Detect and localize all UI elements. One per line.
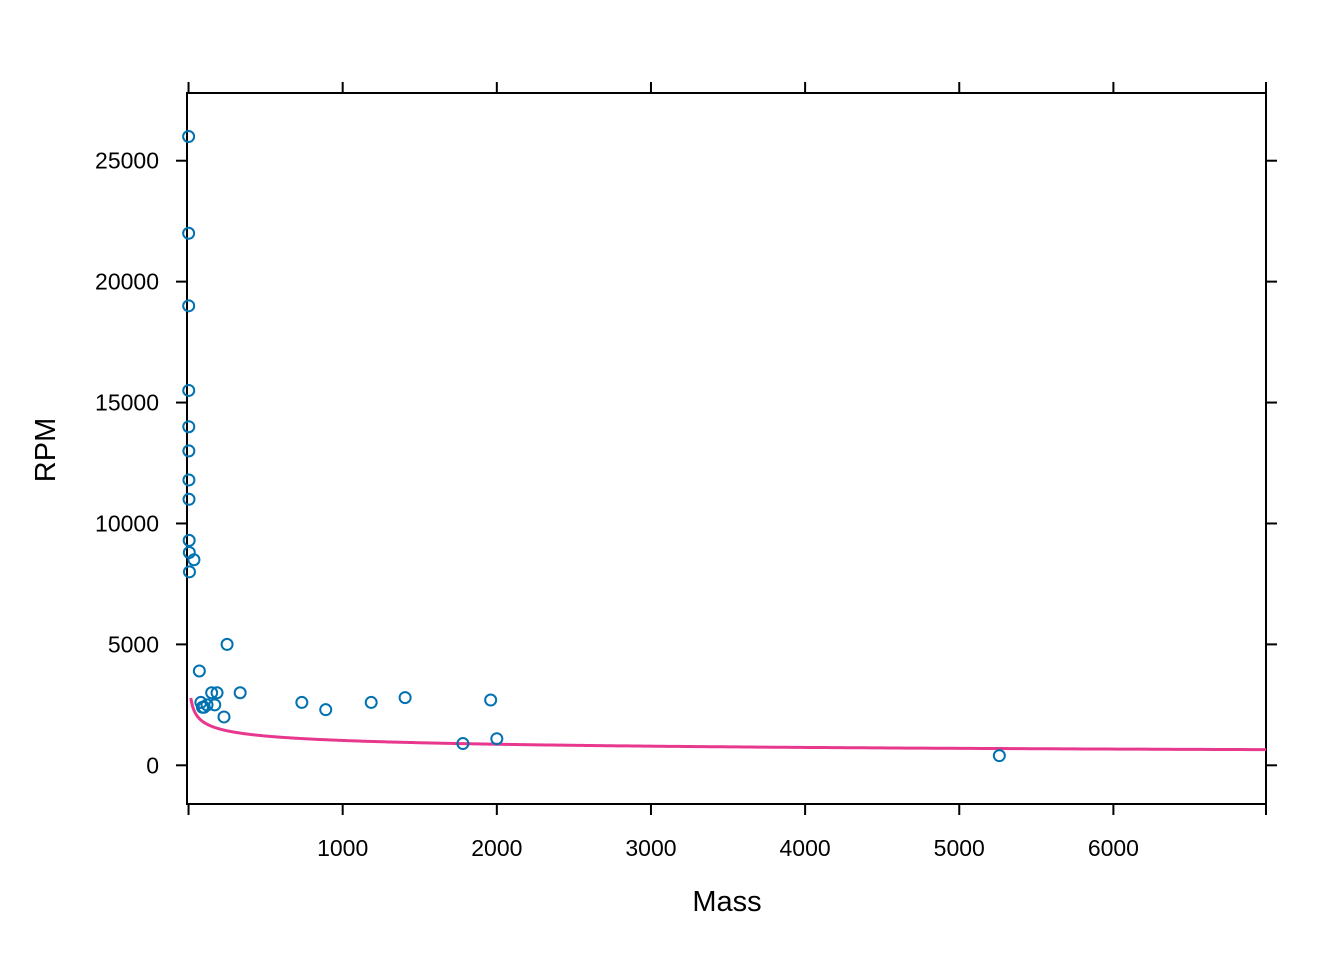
data-point <box>992 749 1006 763</box>
data-point <box>182 533 196 547</box>
fitted-curve-line <box>189 697 1267 752</box>
fitted-curve-layer <box>189 697 1267 752</box>
x-tick-label: 6000 <box>1088 835 1139 861</box>
data-point <box>319 703 333 717</box>
data-point <box>205 686 219 700</box>
data-point <box>490 732 504 746</box>
x-tick-label: 2000 <box>471 835 522 861</box>
x-tick-label: 3000 <box>625 835 676 861</box>
data-point <box>364 695 378 709</box>
data-point <box>210 686 224 700</box>
data-point <box>187 553 201 567</box>
y-tick-label: 10000 <box>95 510 159 536</box>
x-tick-label: 4000 <box>780 835 831 861</box>
data-point <box>192 664 206 678</box>
data-point <box>182 492 196 506</box>
y-tick-label: 20000 <box>95 269 159 295</box>
data-point <box>208 698 222 712</box>
data-point <box>182 444 196 458</box>
data-point <box>182 383 196 397</box>
x-axis-title: Mass <box>692 886 761 918</box>
data-point <box>182 130 196 144</box>
y-axis-title: RPM <box>30 418 62 482</box>
data-point <box>233 686 247 700</box>
y-tick-label: 5000 <box>108 631 159 657</box>
y-tick-label: 15000 <box>95 390 159 416</box>
data-point <box>182 565 196 579</box>
y-axis: 0 5000 10000 15000 20000 25000 <box>95 148 1277 778</box>
data-point <box>182 473 196 487</box>
plot-frame <box>186 92 1267 805</box>
data-points-layer <box>182 130 1006 763</box>
data-point <box>182 226 196 240</box>
data-point <box>484 693 498 707</box>
data-point <box>220 637 234 651</box>
data-point <box>295 695 309 709</box>
data-point <box>182 420 196 434</box>
x-tick-label: 1000 <box>317 835 368 861</box>
y-tick-label: 25000 <box>95 148 159 174</box>
data-point <box>182 299 196 313</box>
x-axis: 1000 2000 3000 4000 5000 6000 <box>187 82 1267 861</box>
data-point <box>217 710 231 724</box>
data-point <box>456 737 470 751</box>
data-point <box>200 698 214 712</box>
y-tick-label: 0 <box>146 752 159 778</box>
data-point <box>398 691 412 705</box>
x-tick-label: 5000 <box>934 835 985 861</box>
